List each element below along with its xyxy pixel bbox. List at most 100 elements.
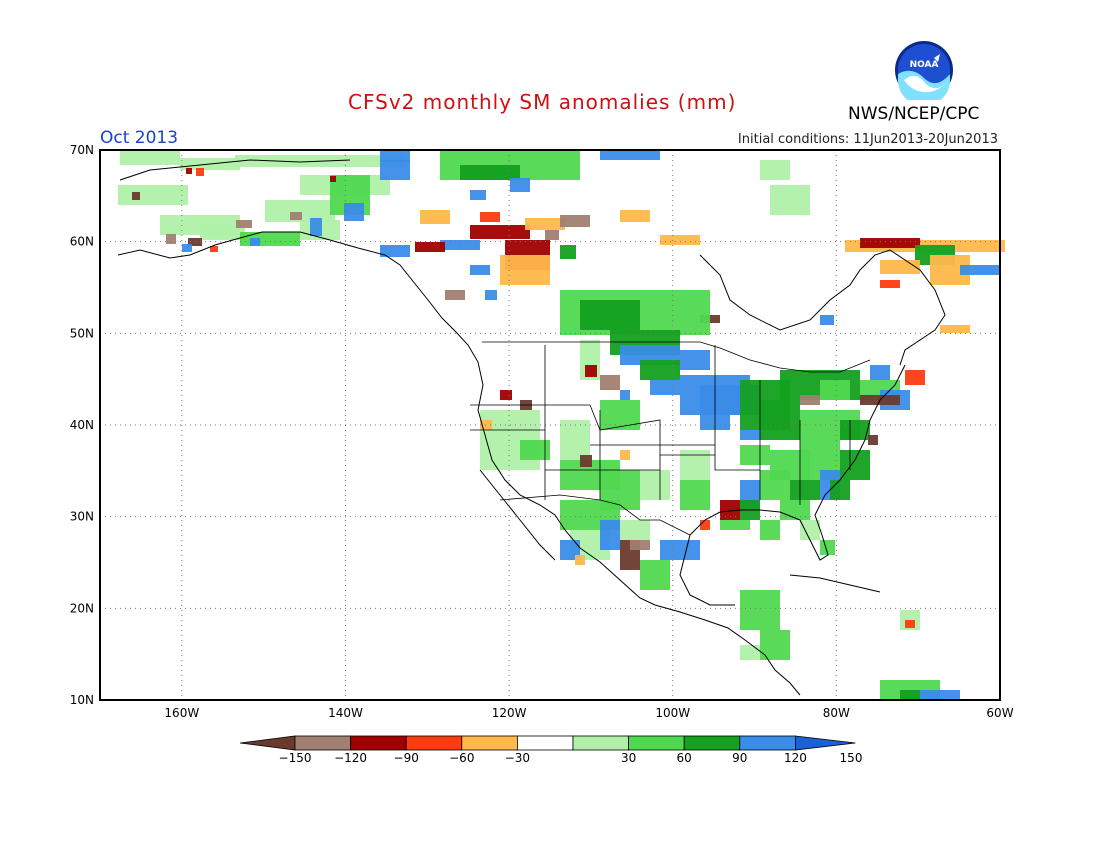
anomaly-cell: [820, 315, 834, 325]
anomaly-cell: [830, 480, 850, 500]
anomaly-cell: [580, 455, 592, 467]
colorbar-segment: [294, 735, 351, 751]
anomaly-cell: [800, 395, 820, 405]
anomaly-cell: [940, 325, 970, 333]
colorbar-segment: [739, 735, 796, 751]
anomaly-cell: [500, 390, 512, 400]
anomaly-cell: [166, 234, 176, 244]
anomaly-cell: [600, 375, 620, 390]
colorbar-segment: [461, 735, 518, 751]
anomaly-cell: [600, 150, 660, 160]
anomaly-cell: [900, 690, 920, 700]
anomaly-cell: [880, 260, 920, 274]
anomaly-cell: [740, 430, 760, 440]
anomaly-cell: [132, 192, 140, 200]
anomaly-cell: [630, 540, 650, 550]
colorbar-label: −120: [334, 751, 367, 765]
anomaly-cell: [760, 470, 790, 500]
coastline: [117, 231, 801, 696]
anomaly-cell: [960, 265, 1000, 275]
colorbar-label: 60: [677, 751, 692, 765]
anomaly-cell: [740, 590, 780, 630]
colorbar-segment: [572, 735, 629, 751]
colorbar-label: −60: [449, 751, 474, 765]
anomaly-cell: [240, 232, 300, 246]
coastline: [479, 469, 556, 561]
colorbar-segment: [683, 735, 741, 751]
political-border: [499, 494, 691, 536]
anomaly-cell: [500, 255, 550, 285]
colorbar-segment: [628, 735, 685, 751]
latitude-label: 70N: [70, 143, 94, 157]
colorbar-label: 90: [732, 751, 747, 765]
anomaly-cell: [640, 560, 670, 590]
anomaly-cell: [700, 520, 710, 530]
anomaly-cell: [868, 435, 878, 445]
longitude-label: 80W: [823, 706, 850, 720]
political-border: [470, 429, 715, 471]
anomaly-cell: [470, 190, 486, 200]
longitude-label: 120W: [492, 706, 527, 720]
longitude-label: 60W: [986, 706, 1013, 720]
anomaly-cell: [510, 178, 530, 192]
anomaly-cell: [620, 210, 650, 222]
anomaly-cell: [840, 450, 870, 480]
anomaly-cell: [545, 230, 559, 240]
anomaly-cell: [870, 365, 890, 380]
anomaly-cell: [560, 245, 576, 259]
colorbar-segment: [350, 735, 407, 751]
political-border: [482, 341, 871, 373]
anomaly-cell: [680, 480, 710, 510]
anomaly-cell: [265, 200, 335, 222]
anomaly-cell: [480, 212, 500, 222]
latitude-label: 40N: [70, 418, 94, 432]
forecast-month: Oct 2013: [100, 128, 179, 148]
anomaly-cell: [182, 244, 192, 252]
anomaly-cell: [640, 360, 680, 380]
anomaly-cell: [186, 168, 192, 174]
anomaly-cell: [120, 150, 180, 165]
anomaly-cell: [118, 185, 188, 205]
colorbar-label: −150: [279, 751, 312, 765]
anomaly-cell: [760, 630, 790, 660]
coastline: [789, 574, 881, 593]
grid-lines: [100, 150, 1000, 700]
anomaly-cell: [585, 365, 597, 377]
anomaly-cell: [460, 165, 520, 180]
coastlines: [117, 159, 946, 696]
longitude-label: 160W: [164, 706, 199, 720]
anomaly-cell: [420, 210, 450, 224]
coastline: [699, 249, 946, 366]
anomaly-cell: [760, 400, 800, 440]
anomaly-cell: [790, 480, 820, 500]
political-border: [544, 345, 716, 500]
anomaly-cell: [650, 380, 680, 395]
logo-text: NOAA: [910, 60, 939, 70]
anomaly-cell: [445, 290, 465, 300]
anomaly-cell: [620, 520, 650, 540]
coastline: [679, 364, 906, 606]
anomaly-cell: [840, 420, 870, 440]
anomaly-cell: [680, 350, 710, 370]
anomaly-cell: [344, 203, 364, 221]
anomaly-cell: [880, 280, 900, 288]
anomaly-cell: [380, 160, 410, 180]
latitude-label: 50N: [70, 326, 94, 340]
anomaly-cell: [905, 370, 925, 385]
anomaly-cell: [525, 218, 565, 230]
colorbar-segment: [517, 735, 574, 751]
anomaly-cell: [485, 290, 497, 300]
map-frame: [99, 149, 1001, 701]
anomaly-cell: [740, 445, 770, 465]
anomaly-cells: [118, 150, 1005, 700]
anomaly-cell: [620, 450, 630, 460]
anomaly-cell: [800, 520, 820, 540]
anomaly-cell: [770, 185, 810, 215]
anomaly-cell: [680, 540, 700, 560]
anomaly-cell: [380, 245, 410, 257]
longitude-label: 100W: [655, 706, 690, 720]
anomaly-cell: [380, 150, 410, 162]
latitude-label: 10N: [70, 693, 94, 707]
latitude-label: 30N: [70, 510, 94, 524]
anomaly-cell: [210, 246, 218, 252]
